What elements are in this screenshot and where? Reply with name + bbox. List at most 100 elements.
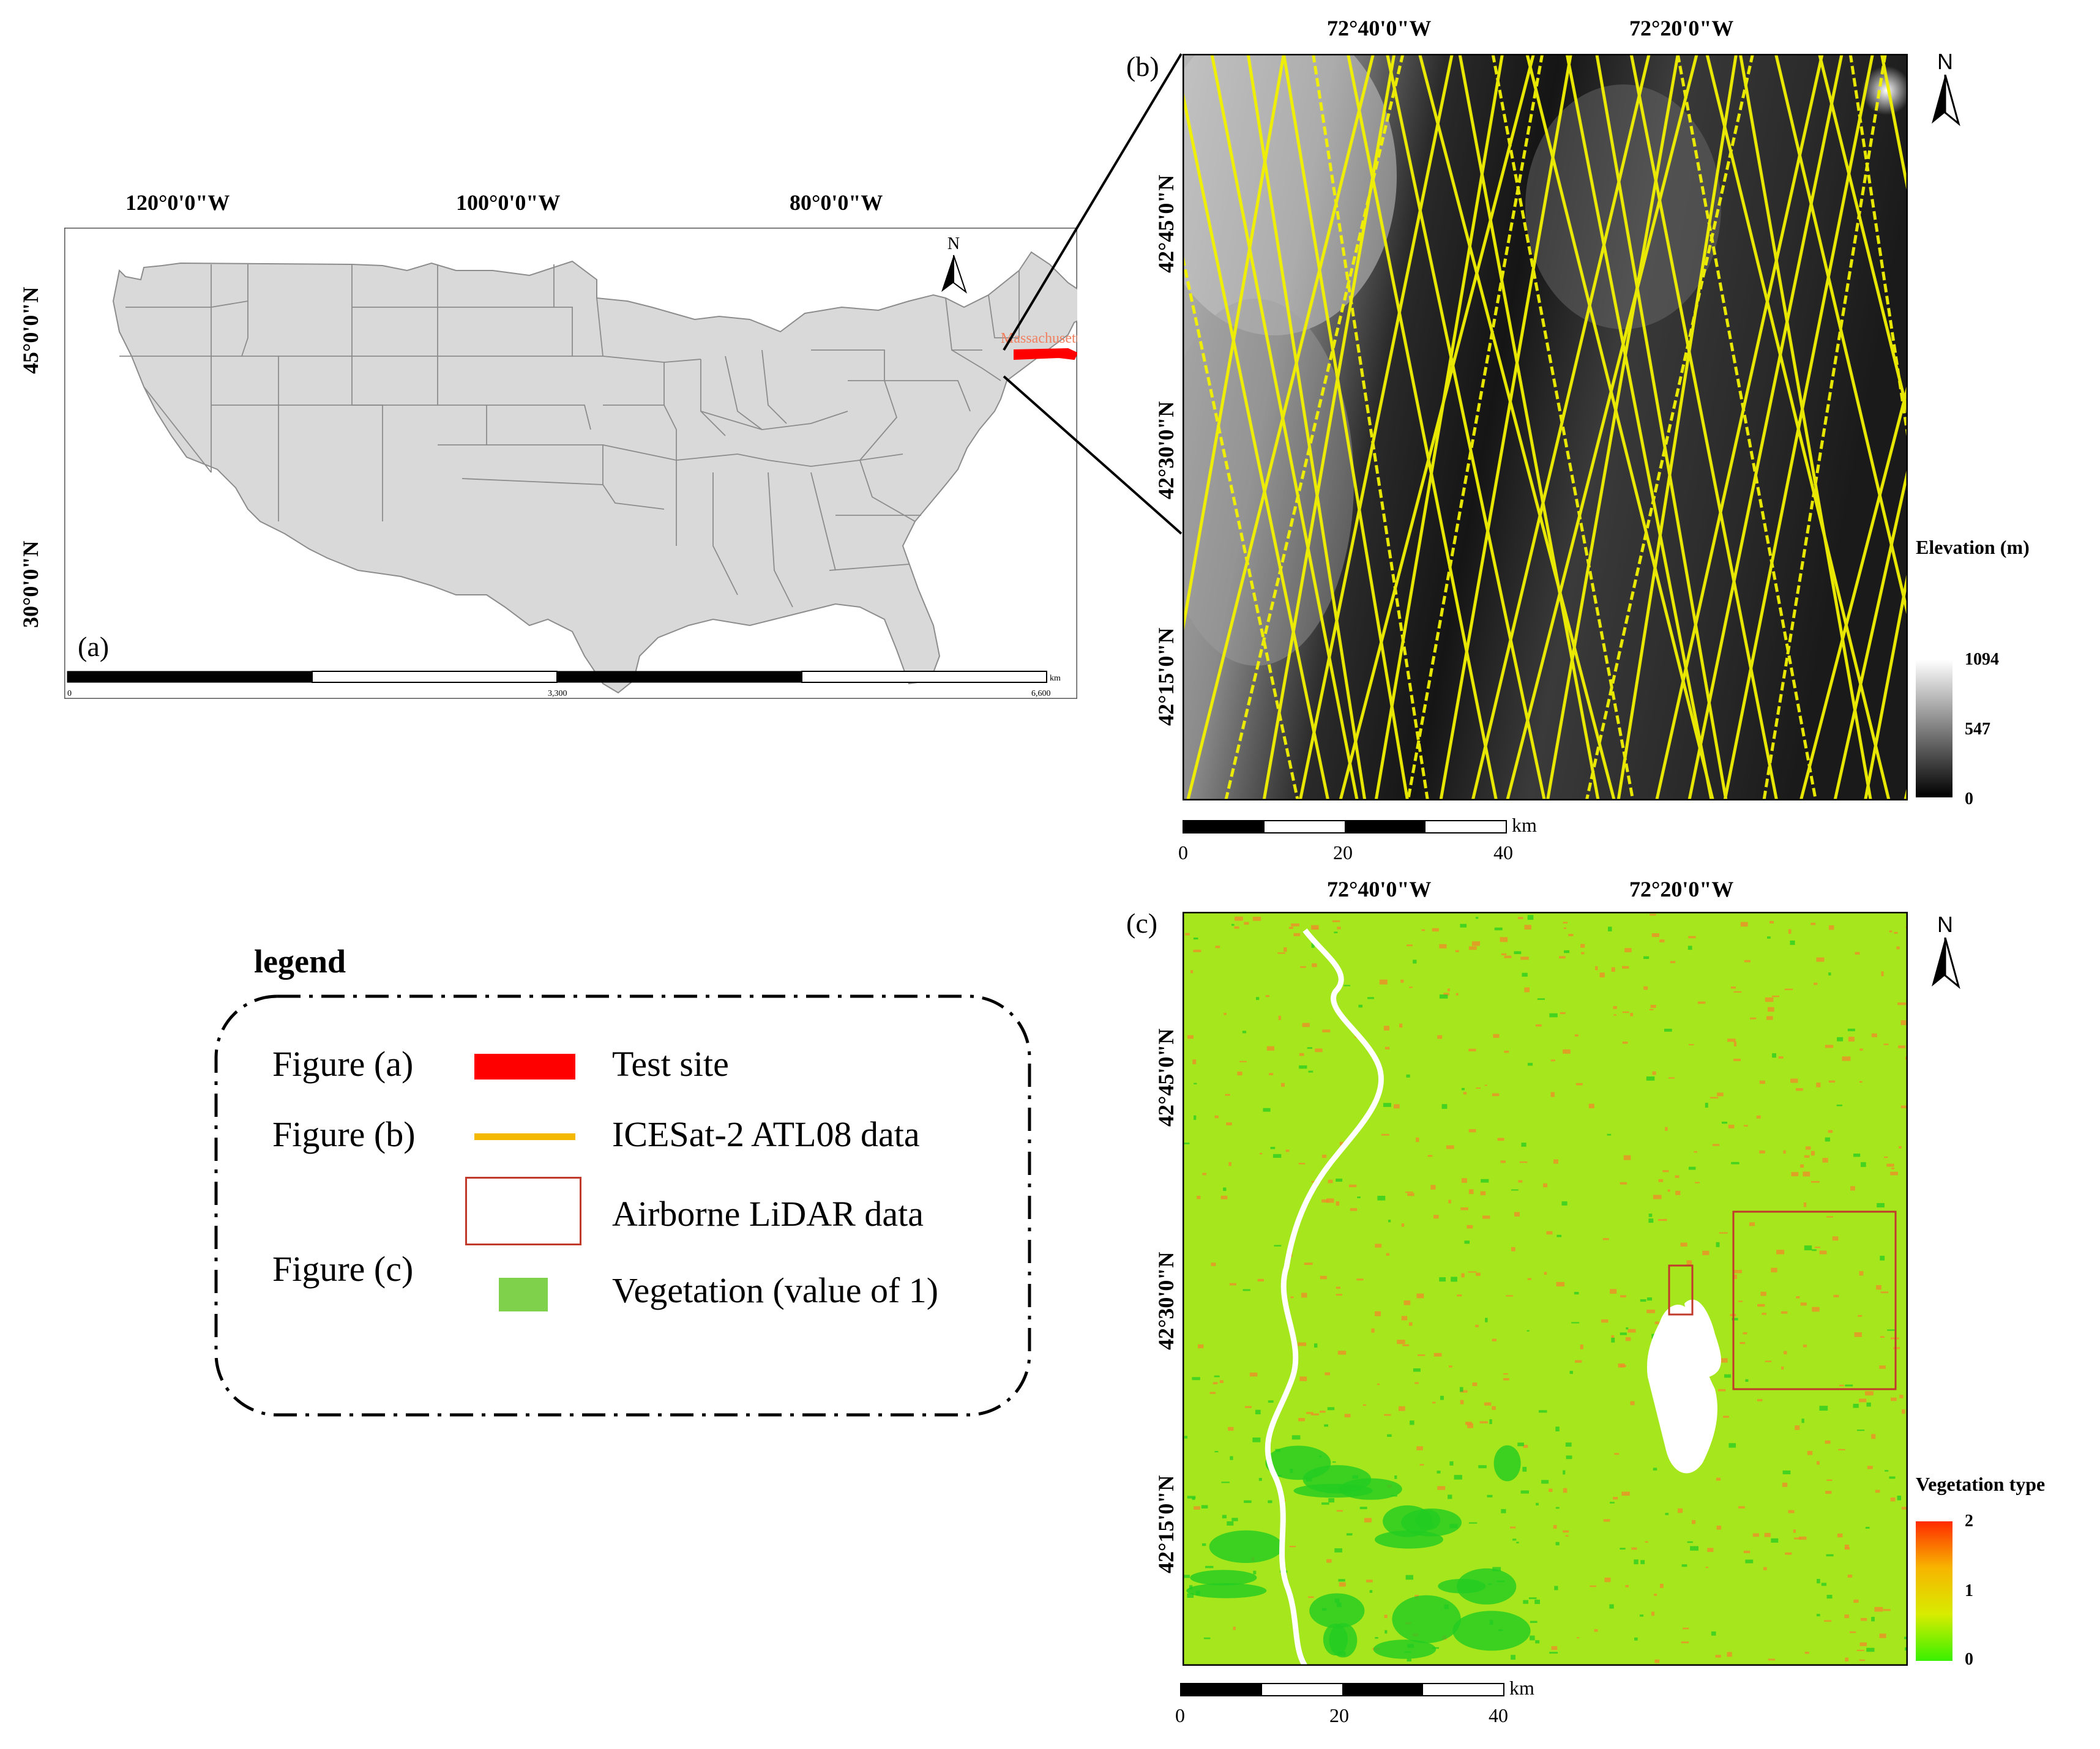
- vegetation-pixel: [1678, 1508, 1683, 1513]
- vegetation-pixel: [1675, 1175, 1680, 1178]
- us-outline: [112, 251, 1077, 694]
- vegetation-pixel: [1524, 987, 1530, 993]
- icesat2-track: [1525, 54, 1715, 800]
- icesat2-track: [1880, 54, 1908, 198]
- vegetation-pixel: [1401, 1223, 1405, 1227]
- vegetation-pixel: [1667, 1189, 1670, 1192]
- vegetation-pixel: [1401, 1316, 1408, 1321]
- vegetation-pixel: [1715, 1655, 1721, 1658]
- vegetation-pixel: [1817, 1579, 1820, 1584]
- vegetation-pixel: [1476, 1272, 1481, 1276]
- vegetation-pixel: [1235, 916, 1243, 921]
- icesat2-track: [1406, 54, 1544, 800]
- vegetation-pixel: [1384, 1414, 1391, 1416]
- vegetation-pixel: [1845, 1657, 1848, 1661]
- icesat2-track: [1833, 463, 1908, 800]
- vegetation-pixel: [1377, 1196, 1386, 1201]
- vegetation-pixel: [1816, 1614, 1820, 1617]
- vegetation-pixel: [1359, 1507, 1367, 1510]
- vegetation-pixel: [1816, 957, 1825, 962]
- vegetation-pixel: [1654, 1659, 1660, 1663]
- vegetation-pixel: [1799, 1536, 1807, 1540]
- vegetation-pixel: [1697, 1001, 1706, 1004]
- vegetation-pixel: [1460, 1390, 1468, 1393]
- vegetation-pixel: [1859, 1642, 1867, 1646]
- icesat2-track: [1864, 566, 1908, 800]
- vegetation-pixel: [1229, 1283, 1236, 1286]
- icesat2-track: [1655, 54, 1824, 800]
- vegetation-pixel: [1387, 1434, 1392, 1437]
- vegetation-pixel: [1215, 945, 1220, 949]
- vegetation-pixel: [1468, 946, 1477, 950]
- vegetation-pixel: [1575, 1360, 1582, 1363]
- vegetation-pixel: [1272, 1154, 1282, 1158]
- vegetation-pixel: [1468, 1522, 1478, 1524]
- vegetation-pixel: [1187, 1593, 1194, 1598]
- vegetation-pixel: [1630, 1401, 1635, 1406]
- icesat2-track: [1687, 54, 1844, 800]
- panel-b-lat-tick-1: 42°45'0"N: [1154, 174, 1178, 273]
- vegetation-pixel: [1659, 939, 1665, 942]
- vegetation-pixel: [1664, 1218, 1667, 1221]
- vegetation-pixel: [1328, 1179, 1333, 1184]
- vegetation-pixel: [1315, 1048, 1323, 1053]
- vegetation-pixel: [1521, 1143, 1526, 1147]
- vegetation-pixel: [1461, 1087, 1465, 1091]
- vegetation-pixel: [1620, 1295, 1626, 1298]
- vegetation-pixel: [1311, 943, 1315, 948]
- vegetation-pixel: [1543, 1183, 1548, 1188]
- vegetation-pixel: [1588, 1103, 1594, 1108]
- test-site-massachusetts: [1014, 348, 1077, 360]
- vegetation-pixel: [1707, 1548, 1714, 1552]
- vegetation-pixel: [1517, 917, 1523, 919]
- vegetation-colorbar-max: 2: [1965, 1512, 1973, 1531]
- vegetation-pixel: [1556, 1281, 1565, 1287]
- vegetation-pixel: [1828, 1130, 1833, 1133]
- vegetation-pixel: [1194, 1083, 1197, 1084]
- vegetation-pixel: [1722, 1121, 1727, 1124]
- vegetation-pixel: [1844, 1545, 1849, 1549]
- panel-c-lon-tick-2: 72°20'0"W: [1629, 877, 1734, 901]
- vegetation-pixel: [1622, 1011, 1629, 1013]
- vegetation-pixel: [1861, 1162, 1866, 1167]
- vegetation-pixel: [1566, 1455, 1572, 1460]
- vegetation-pixel: [1523, 1600, 1528, 1604]
- vegetation-pixel: [1311, 925, 1319, 930]
- vegetation-pixel: [1528, 1597, 1537, 1600]
- vegetation-pixel: [1734, 1275, 1737, 1279]
- vegetation-pixel: [1826, 1479, 1833, 1481]
- vegetation-pixel: [1432, 1401, 1436, 1404]
- vegetation-pixel: [1819, 1250, 1827, 1255]
- vegetation-pixel: [1795, 1425, 1800, 1430]
- vegetation-pixel: [1665, 1513, 1669, 1515]
- vegetation-pixel: [1866, 1647, 1875, 1652]
- vegetation-pixel: [1211, 1262, 1216, 1266]
- svg-text:0: 0: [67, 689, 72, 698]
- reservoir: [1647, 1304, 1717, 1474]
- vegetation-patch: [1209, 1530, 1284, 1563]
- vegetation-pixel: [1563, 1488, 1568, 1493]
- vegetation-speckle: [1183, 914, 1908, 1666]
- vegetation-pixel: [1563, 1049, 1571, 1054]
- vegetation-pixel: [1437, 1035, 1443, 1039]
- panel-a-scalebar: 0 3,300 6,600 km: [67, 671, 1061, 698]
- icesat2-track: [1418, 54, 1616, 800]
- vegetation-pixel: [1599, 972, 1605, 978]
- vegetation-pixel: [1829, 925, 1834, 930]
- vegetation-pixel: [1492, 1406, 1496, 1410]
- vegetation-pixel: [1810, 922, 1816, 925]
- vegetation-pixel: [1403, 1300, 1411, 1305]
- vegetation-pixel: [1501, 953, 1507, 955]
- vegetation-pixel: [1252, 917, 1261, 921]
- vegetation-pixel: [1475, 917, 1479, 919]
- vegetation-colorbar: [1916, 1521, 1952, 1661]
- vegetation-pixel: [1242, 1031, 1247, 1034]
- vegetation-pixel: [1244, 1500, 1252, 1503]
- vegetation-pixel: [1778, 1056, 1784, 1059]
- vegetation-pixel: [1825, 1045, 1834, 1048]
- icesat2-track: [1312, 54, 1429, 800]
- vegetation-patch: [1186, 1583, 1267, 1598]
- vegetation-pixel: [1497, 1138, 1504, 1141]
- vegetation-pixel: [1277, 952, 1285, 954]
- vegetation-pixel: [1534, 1599, 1540, 1605]
